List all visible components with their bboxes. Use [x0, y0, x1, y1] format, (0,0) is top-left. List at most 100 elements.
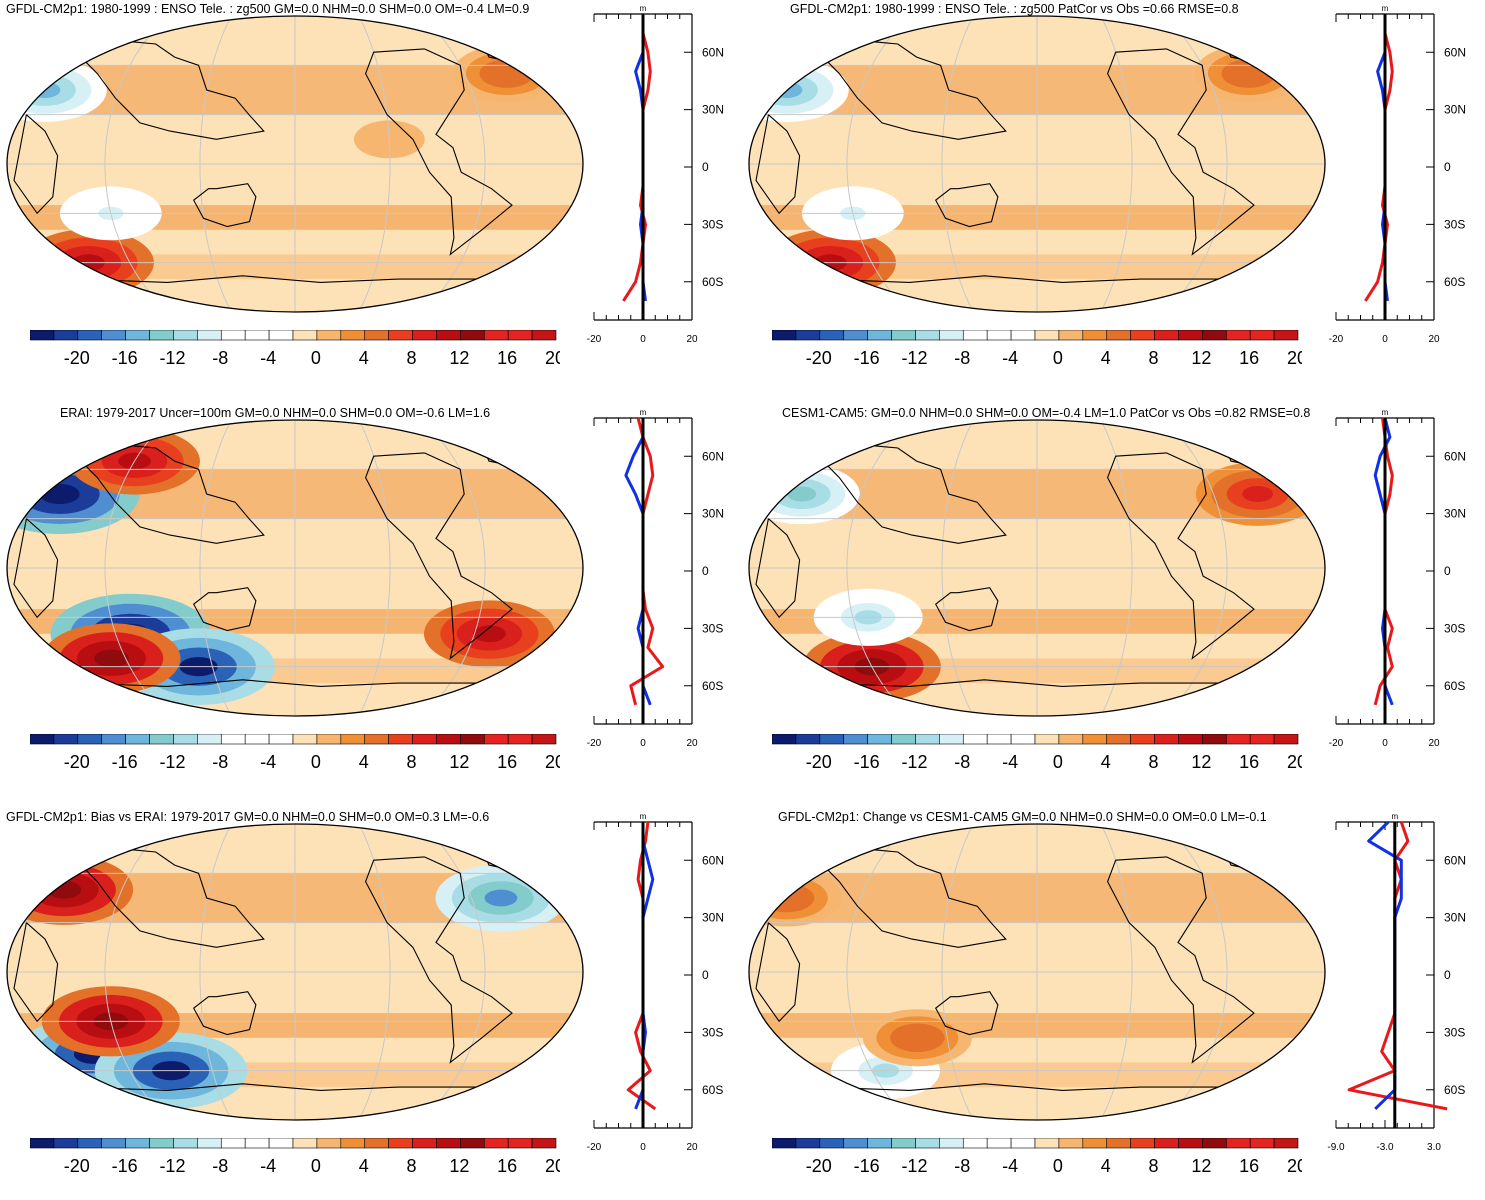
- profile-unit-label: m: [1382, 408, 1389, 417]
- colorbar-swatch: [1034, 330, 1060, 341]
- colorbar-tick-label: 0: [1053, 1156, 1063, 1176]
- profile-lat-label: 60N: [702, 45, 724, 59]
- colorbar-swatch: [1202, 330, 1227, 341]
- map-frame: [6, 823, 584, 1121]
- coastline: [810, 444, 1007, 544]
- colorbar-tick-label: 20: [545, 348, 560, 368]
- colorbar-tick-label: 20: [545, 752, 560, 772]
- colorbar-swatch: [364, 734, 389, 745]
- map: [6, 15, 584, 313]
- profile-lat-label: 30S: [702, 1025, 723, 1039]
- colorbar-swatch: [101, 330, 126, 341]
- colorbar-swatch: [53, 1138, 79, 1149]
- colorbar-swatch: [340, 330, 366, 341]
- profile-lat-label: 60N: [702, 853, 724, 867]
- profile-x-label: -20: [1329, 334, 1344, 345]
- colorbar-tick-label: -20: [806, 752, 832, 772]
- profile-lat-label: 30N: [1444, 507, 1466, 521]
- colorbar-swatch: [1058, 330, 1084, 341]
- colorbar-swatch: [795, 330, 821, 341]
- graticule-meridian: [1100, 420, 1133, 716]
- colorbar-tick-label: -12: [901, 752, 927, 772]
- colorbar-swatch: [340, 734, 366, 745]
- colorbar: -20 -16 -12 -8 -4 0 4 8 12 16 20: [30, 734, 560, 772]
- colorbar-swatch: [1130, 330, 1155, 341]
- coastline: [934, 587, 999, 632]
- colorbar-swatch: [412, 330, 437, 341]
- colorbar-swatch: [53, 734, 79, 745]
- colorbar-tick-label: -16: [112, 1156, 138, 1176]
- graticule-meridian: [941, 420, 974, 716]
- colorbar-tick-label: -12: [901, 348, 927, 368]
- graticule-meridian: [941, 824, 974, 1120]
- map-frame: [748, 823, 1326, 1121]
- colorbar-swatch: [939, 1138, 964, 1149]
- colorbar-tick-label: -12: [901, 1156, 927, 1176]
- colorbar-swatch: [292, 330, 318, 341]
- colorbar: -20 -16 -12 -8 -4 0 4 8 12 16 20: [772, 1138, 1302, 1176]
- profile-x-label: 20: [686, 334, 698, 345]
- colorbar-swatch: [1130, 734, 1155, 745]
- colorbar-tick-label: 16: [497, 348, 517, 368]
- colorbar-swatch: [173, 1138, 198, 1149]
- coastline: [1106, 48, 1255, 256]
- profile-lat-label: 60S: [702, 275, 723, 289]
- colorbar-swatch: [53, 330, 79, 341]
- coastline: [810, 848, 1007, 948]
- profile-x-label: -20: [587, 1142, 602, 1153]
- colorbar-swatch: [939, 734, 964, 745]
- colorbar-tick-label: -8: [212, 752, 228, 772]
- colorbar-swatch: [197, 1138, 222, 1149]
- profile-lat-label: 60S: [1444, 679, 1465, 693]
- colorbar-swatch: [962, 330, 988, 341]
- graticule-meridian: [1100, 16, 1133, 312]
- zonal-profile-plot: 60N 30N 0 30S 60S -9.0 -3.0 3.0 m: [1327, 812, 1466, 1153]
- profile-lat-label: 60N: [1444, 45, 1466, 59]
- colorbar-swatch: [125, 734, 150, 745]
- map: [748, 15, 1326, 313]
- colorbar-tick-label: -16: [112, 348, 138, 368]
- colorbar-swatch: [1010, 1138, 1036, 1149]
- colorbar-swatch: [483, 1138, 509, 1149]
- colorbar-swatch: [531, 734, 557, 745]
- profile-x-label: -3.0: [1376, 1142, 1394, 1153]
- profile-x-label: 0: [1382, 334, 1388, 345]
- colorbar-tick-label: 0: [1053, 348, 1063, 368]
- map-field: [7, 824, 583, 1120]
- zonal-profile-plot: 60N 30N 0 30S 60S -20 0 20 m: [1329, 408, 1466, 749]
- colorbar-tick-label: 0: [311, 1156, 321, 1176]
- profile-lat-label: 30N: [702, 507, 724, 521]
- colorbar-swatch: [388, 330, 413, 341]
- colorbar-swatch: [1106, 734, 1131, 745]
- zonal-profile-plot: 60N 30N 0 30S 60S -20 0 20 m: [1329, 4, 1466, 345]
- colorbar-swatch: [460, 1138, 485, 1149]
- colorbar-swatch: [1249, 1138, 1275, 1149]
- colorbar-swatch: [1010, 330, 1036, 341]
- colorbar-swatch: [268, 330, 294, 341]
- colorbar-swatch: [316, 330, 342, 341]
- colorbar-swatch: [30, 1138, 55, 1149]
- colorbar-swatch: [915, 1138, 940, 1149]
- colorbar-tick-label: -4: [1002, 348, 1018, 368]
- profile-lat-label: 60S: [702, 679, 723, 693]
- profile-lat-label: 0: [1444, 160, 1451, 174]
- colorbar-swatch: [388, 1138, 413, 1149]
- colorbar-tick-label: 4: [1101, 752, 1111, 772]
- map-frame: [748, 15, 1326, 313]
- profile-x-label: -20: [587, 334, 602, 345]
- map-frame: [6, 15, 584, 313]
- colorbar-swatch: [1178, 330, 1203, 341]
- panel-title: ERAI: 1979-2017 Uncer=100m GM=0.0 NHM=0.…: [60, 406, 491, 420]
- colorbar-tick-label: 16: [1239, 752, 1259, 772]
- colorbar-tick-label: 20: [1287, 752, 1302, 772]
- colorbar-swatch: [220, 330, 246, 341]
- profile-series-model: [1364, 14, 1394, 302]
- coastline: [192, 183, 257, 228]
- colorbar-swatch: [843, 734, 868, 745]
- colorbar-swatch: [1154, 734, 1179, 745]
- colorbar-swatch: [268, 734, 294, 745]
- colorbar-swatch: [77, 734, 103, 745]
- colorbar-swatch: [891, 1138, 916, 1149]
- colorbar-tick-label: -16: [854, 752, 880, 772]
- colorbar-swatch: [1154, 1138, 1179, 1149]
